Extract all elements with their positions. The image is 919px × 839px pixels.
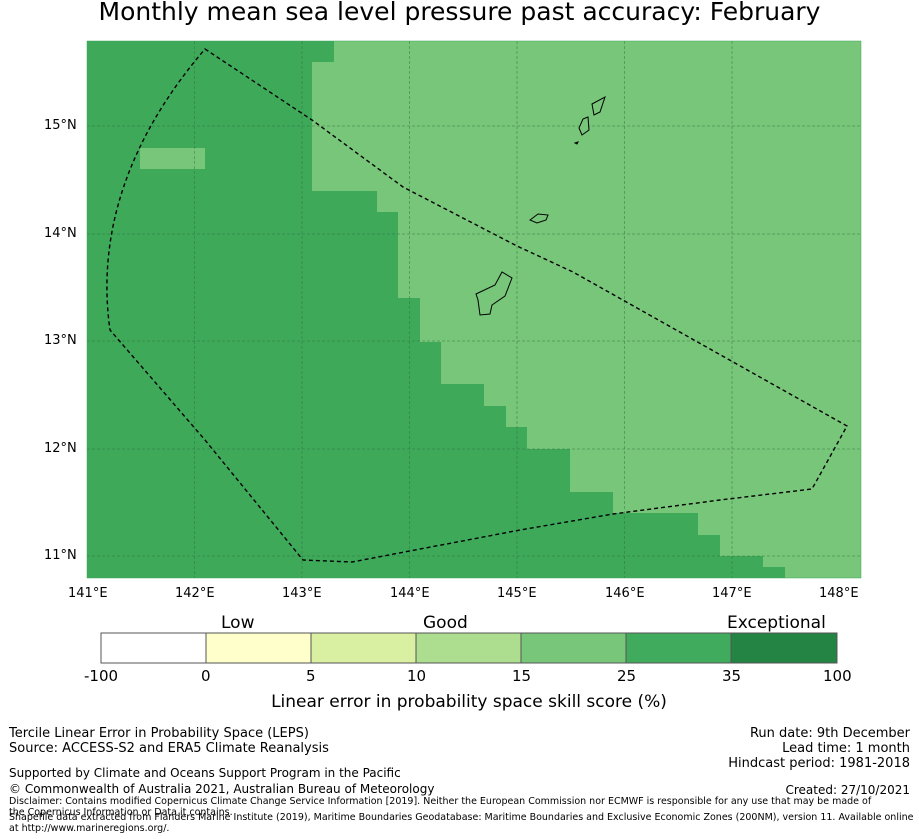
colorbar-tick: 100 — [823, 667, 852, 685]
lon-label: 146°E — [605, 586, 645, 601]
colorbar-segment-6 — [625, 632, 732, 664]
colorbar-tick: 5 — [306, 667, 316, 685]
colorbar-segment-2 — [205, 632, 312, 664]
island-guam — [475, 271, 513, 316]
run-date: Run date: 9th December — [749, 726, 910, 741]
island-rota — [529, 213, 549, 224]
lat-label: 11°N — [44, 548, 77, 563]
colorbar-segment-7 — [730, 632, 838, 664]
copyright-text: © Commonwealth of Australia 2021, Austra… — [9, 782, 435, 796]
islands — [475, 95, 606, 316]
colorbar-tick: 15 — [512, 667, 532, 685]
lat-label: 13°N — [44, 333, 77, 348]
lon-label: 141°E — [68, 586, 108, 601]
colorbar-segment-5 — [520, 632, 627, 664]
colorbar-segment-3 — [310, 632, 417, 664]
skill-patch-west — [140, 148, 205, 169]
colorbar-label: Linear error in probability space skill … — [271, 692, 667, 712]
source-text: Source: ACCESS-S2 and ERA5 Climate Reana… — [9, 741, 329, 756]
colorbar-tick: 10 — [407, 667, 427, 685]
lon-label: 147°E — [712, 586, 752, 601]
island-saipan — [591, 95, 606, 116]
colorbar-tick: 0 — [201, 667, 211, 685]
legend-category-exceptional: Exceptional — [727, 613, 826, 633]
lon-label: 142°E — [175, 586, 215, 601]
colorbar-tick: 25 — [617, 667, 637, 685]
colorbar-segment-4 — [415, 632, 522, 664]
colorbar-tick: 35 — [722, 667, 742, 685]
hindcast-period: Hindcast period: 1981-2018 — [728, 756, 910, 771]
lon-label: 145°E — [497, 586, 537, 601]
lon-label: 148°E — [819, 586, 859, 601]
lat-label: 14°N — [44, 226, 77, 241]
map-frame — [86, 40, 862, 579]
island-aguijan — [573, 141, 579, 145]
shapefile-text: Shapefile data extracted from Flanders M… — [9, 812, 914, 834]
colorbar-segment-1 — [100, 632, 207, 664]
support-text: Supported by Climate and Oceans Support … — [9, 766, 401, 780]
chart-title: Monthly mean sea level pressure past acc… — [98, 0, 821, 26]
lat-label: 15°N — [44, 118, 77, 133]
created-date: Created: 27/10/2021 — [785, 783, 910, 797]
method-text: Tercile Linear Error in Probability Spac… — [9, 726, 309, 741]
lon-label: 144°E — [390, 586, 430, 601]
lead-time: Lead time: 1 month — [782, 741, 910, 756]
lat-label: 12°N — [44, 441, 77, 456]
island-tinian — [578, 116, 590, 136]
disclaimer-text: Disclaimer: Contains modified Copernicus… — [9, 796, 872, 818]
legend-category-low: Low — [221, 613, 255, 633]
legend-category-good: Good — [423, 613, 468, 633]
graticule — [87, 41, 861, 578]
lon-label: 143°E — [282, 586, 322, 601]
colorbar — [100, 632, 838, 664]
colorbar-tick: -100 — [84, 667, 119, 685]
skill-region-moderate — [312, 41, 861, 578]
